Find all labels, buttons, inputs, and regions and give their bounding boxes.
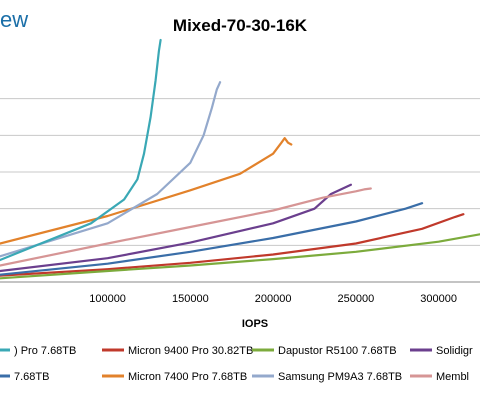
series-line-7	[0, 38, 162, 262]
legend-entry-label: Solidigr	[436, 345, 473, 357]
x-axis-label: IOPS	[242, 318, 268, 330]
legend-entry-label: ) Pro 7.68TB	[14, 345, 76, 357]
legend-entry-label: Dapustor R5100 7.68TB	[278, 345, 397, 357]
x-tick-label: 150000	[172, 293, 209, 305]
chart-title: Mixed-70-30-16K	[173, 16, 308, 35]
legend-entry-label: Micron 9400 Pro 30.82TB	[128, 345, 253, 357]
legend-entry-label: 7.68TB	[14, 371, 49, 383]
x-tick-label: 100000	[89, 293, 126, 305]
legend-entry-label: Samsung PM9A3 7.68TB	[278, 371, 402, 383]
legend-entry-label: Micron 7400 Pro 7.68TB	[128, 371, 247, 383]
x-tick-label: 200000	[255, 293, 292, 305]
series-line-0	[0, 213, 465, 277]
series-line-2	[0, 183, 352, 273]
x-tick-label: 250000	[338, 293, 375, 305]
series-line-5	[0, 187, 372, 267]
brand-logo: ew	[0, 7, 28, 32]
series-line-4	[0, 81, 222, 258]
series-line-1	[0, 233, 480, 280]
gridlines	[0, 98, 480, 246]
series-line-6	[0, 202, 424, 276]
x-tick-label: 300000	[420, 293, 457, 305]
legend: ) Pro 7.68TB Micron 9400 Pro 30.82TB Dapus…	[0, 345, 473, 383]
series-lines	[0, 38, 480, 280]
x-tick-labels: 100000 150000 200000 250000 300000	[89, 293, 457, 305]
series-line-3	[0, 137, 293, 245]
legend-entry-label: Membl	[436, 371, 469, 383]
